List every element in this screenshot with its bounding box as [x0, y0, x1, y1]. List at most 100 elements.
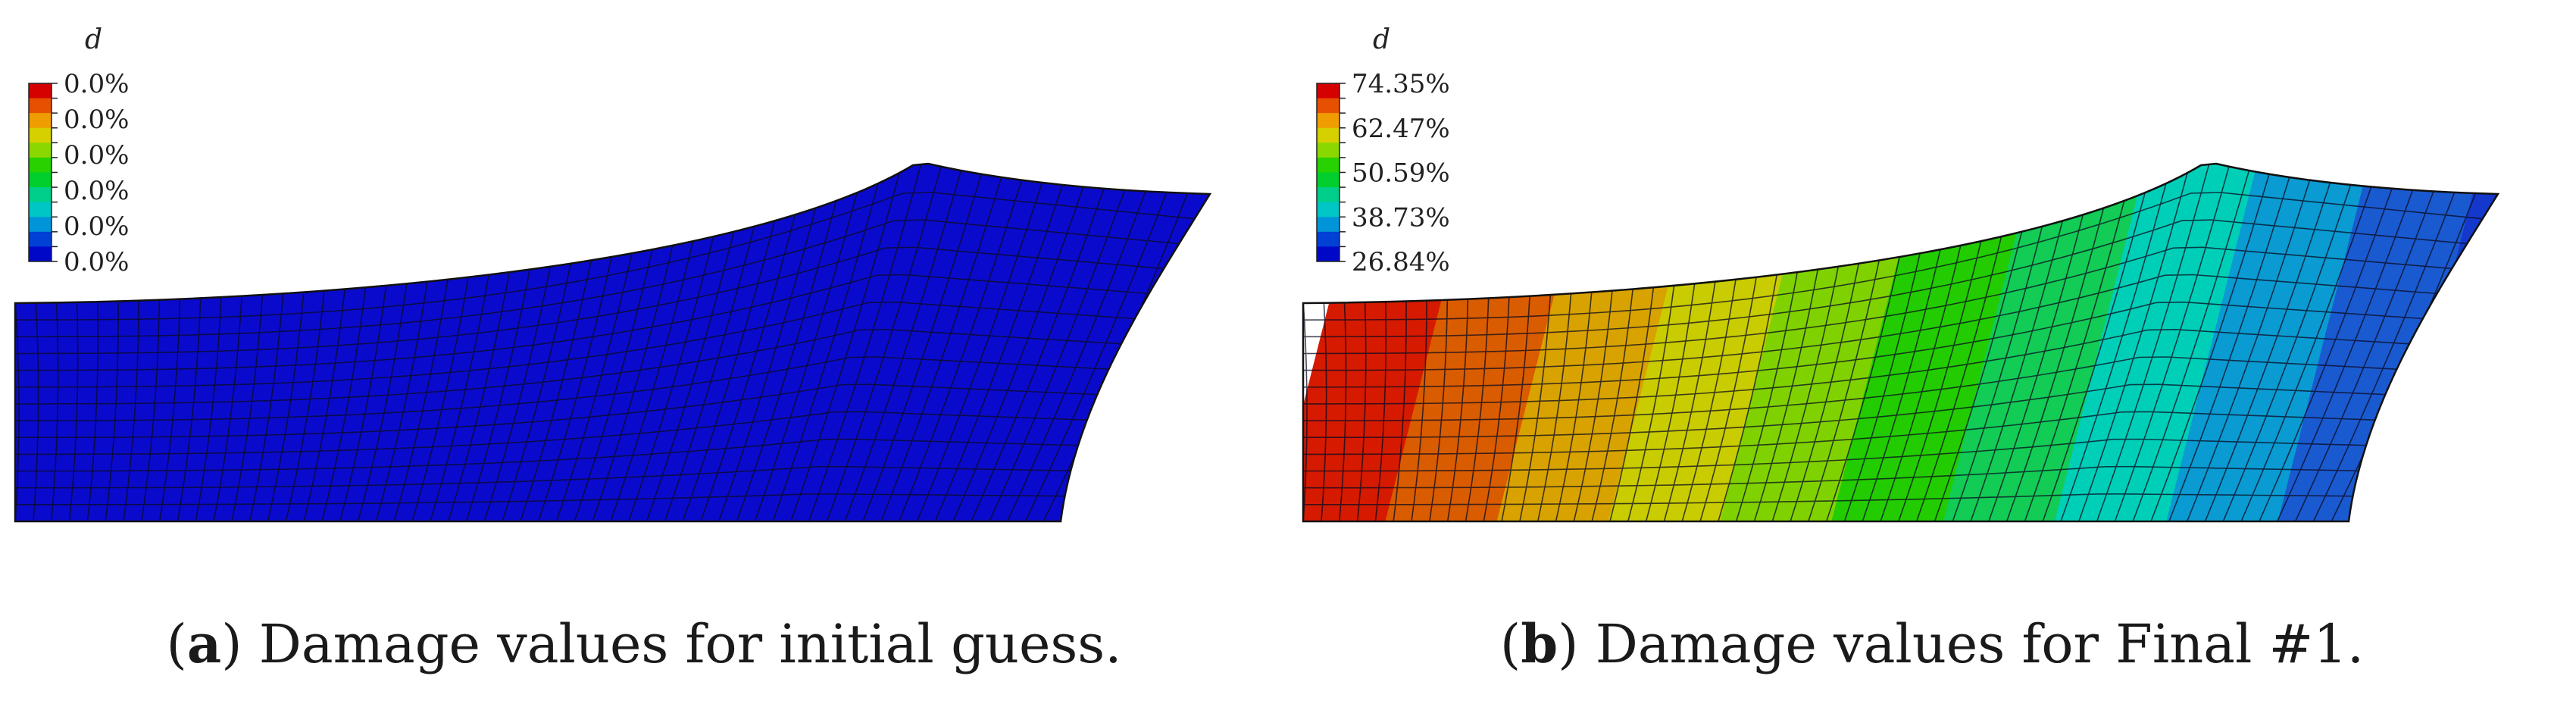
mesh-line — [2023, 189, 2128, 521]
mesh-line — [1303, 274, 2453, 371]
mesh-line — [519, 256, 593, 521]
mesh-line — [1483, 297, 1510, 521]
legend-swatch — [29, 127, 52, 143]
legend-swatch — [29, 113, 52, 129]
legend-swatch — [1317, 127, 1340, 143]
mesh-line — [898, 171, 1026, 521]
mesh-line — [1374, 299, 1387, 521]
mesh-line — [808, 164, 923, 521]
legend-variable-label: d — [85, 24, 102, 55]
mesh-line — [2041, 182, 2149, 521]
mesh-line — [1303, 328, 2430, 405]
mesh-line — [699, 203, 799, 521]
mesh-line — [717, 196, 820, 521]
mesh-line — [1934, 221, 2025, 521]
mesh-line — [1303, 411, 2395, 455]
mesh-line — [843, 164, 964, 521]
mesh-line — [2293, 183, 2437, 521]
legend-swatch — [1317, 246, 1340, 262]
mesh-line — [1843, 247, 1922, 521]
mesh-line — [15, 301, 1153, 388]
mesh-line — [1393, 299, 1407, 521]
damage-band — [1940, 164, 2154, 521]
mesh-line — [1303, 219, 2475, 338]
mesh-line — [158, 298, 181, 521]
panel-a: d 0.0% 0.0% 0.0% 0.0% 0.0% 0.0% (a) Damage va… — [14, 24, 1212, 675]
mesh-body-b — [1302, 162, 2500, 523]
mesh-line — [537, 252, 614, 521]
mesh-line — [1915, 227, 2005, 521]
mesh-line — [1303, 438, 2384, 472]
mesh-line — [1608, 288, 1655, 521]
mesh-line — [1537, 294, 1572, 521]
mesh-line — [2149, 166, 2272, 521]
mesh-line — [357, 283, 408, 521]
mesh-line — [1627, 286, 1675, 521]
mesh-line — [1987, 203, 2087, 521]
legend-label: 0.0% — [64, 140, 129, 171]
mesh-line — [32, 299, 39, 521]
legend-variable-label: d — [1373, 24, 1390, 55]
mesh-line — [105, 299, 119, 521]
mesh-line — [609, 233, 696, 521]
mesh-line — [1303, 356, 2418, 421]
panel-b: d 74.35% 62.47% 50.59% 38.73% 26.84% (b) Dam… — [1288, 0, 2576, 701]
mesh-line — [880, 168, 1005, 521]
mesh-line — [1861, 243, 1943, 521]
mesh-line — [627, 227, 717, 521]
mesh-line — [267, 293, 305, 521]
mesh-line — [2203, 173, 2334, 521]
mesh-line — [15, 356, 1130, 421]
caption-text: Damage values for initial guess. — [258, 613, 1122, 675]
mesh-line — [302, 289, 345, 521]
legend-a: d 0.0% 0.0% 0.0% 0.0% 0.0% 0.0% — [28, 24, 129, 277]
legend-label: 0.0% — [64, 105, 129, 135]
legend-swatch — [29, 246, 52, 262]
caption-letter: a — [186, 612, 222, 675]
caption-b: (b) Damage values for Final #1. — [1499, 612, 2365, 675]
damage-band — [2275, 164, 2489, 521]
mesh-line — [735, 189, 840, 521]
mesh-line — [1303, 192, 2487, 321]
caption-a: (a) Damage values for initial guess. — [166, 612, 1122, 675]
mesh-line — [1590, 289, 1633, 521]
mesh-body-a — [14, 162, 1212, 523]
mesh-line — [2276, 182, 2416, 521]
mesh-line — [915, 173, 1046, 521]
caption-text: Damage values for Final #1. — [1595, 613, 2365, 675]
damage-band — [2052, 164, 2266, 521]
mesh-line — [1410, 299, 1427, 521]
mesh-line — [2312, 186, 2458, 521]
legend-label: 0.0% — [64, 176, 129, 206]
mesh-line — [1303, 465, 2372, 489]
mesh-line — [465, 267, 531, 521]
legend-swatch — [1317, 113, 1340, 129]
mesh-line — [1428, 299, 1449, 521]
mesh-line — [15, 299, 20, 521]
mesh-line — [15, 274, 1165, 371]
damage-contour-plot-b: d 74.35% 62.47% 50.59% 38.73% 26.84% — [1302, 24, 2500, 523]
mesh-line — [988, 182, 1128, 521]
legend-swatch — [1317, 172, 1340, 188]
legend-swatch — [29, 98, 52, 114]
mesh-line — [2186, 171, 2314, 521]
mesh-line — [789, 167, 902, 521]
mesh-line — [2059, 174, 2169, 521]
mesh-line — [15, 246, 1176, 355]
mesh-line — [1879, 238, 1963, 521]
mesh-line — [1645, 283, 1696, 521]
legend-swatch — [29, 202, 52, 217]
legend-swatch — [29, 142, 52, 158]
legend-label: 26.84% — [1352, 247, 1450, 277]
mesh-line — [50, 299, 59, 521]
mesh-line — [1518, 295, 1552, 521]
mesh-line — [285, 291, 325, 521]
mesh-line — [1338, 299, 1347, 521]
mesh-line — [15, 411, 1107, 455]
legend-swatch — [1317, 187, 1340, 203]
mesh-line — [230, 295, 264, 521]
mesh-line — [1303, 299, 1308, 521]
caption-letter: b — [1521, 612, 1558, 675]
legend-swatch — [29, 83, 52, 99]
legend-swatch — [29, 187, 52, 203]
